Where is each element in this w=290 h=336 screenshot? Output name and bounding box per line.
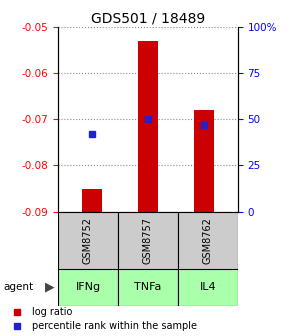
Text: agent: agent <box>3 282 33 292</box>
Bar <box>138 41 158 212</box>
Text: GSM8757: GSM8757 <box>143 217 153 264</box>
Text: IL4: IL4 <box>200 282 216 292</box>
Text: TNFa: TNFa <box>134 282 162 292</box>
Bar <box>58 269 118 306</box>
Text: GSM8762: GSM8762 <box>203 217 213 264</box>
Bar <box>118 212 178 269</box>
Bar <box>58 212 118 269</box>
Text: ▶: ▶ <box>45 281 55 294</box>
Text: percentile rank within the sample: percentile rank within the sample <box>32 321 197 331</box>
Text: IFNg: IFNg <box>75 282 101 292</box>
Bar <box>178 212 238 269</box>
Text: GSM8752: GSM8752 <box>83 217 93 264</box>
Bar <box>82 188 101 212</box>
Title: GDS501 / 18489: GDS501 / 18489 <box>91 12 205 26</box>
Text: log ratio: log ratio <box>32 307 72 318</box>
Bar <box>194 110 214 212</box>
Bar <box>118 269 178 306</box>
Bar <box>178 269 238 306</box>
